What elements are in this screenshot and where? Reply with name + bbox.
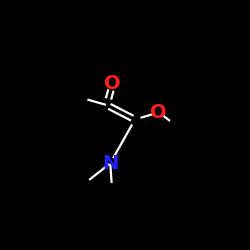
Text: O: O [104, 74, 121, 94]
Text: O: O [150, 103, 167, 122]
Text: N: N [102, 154, 118, 173]
